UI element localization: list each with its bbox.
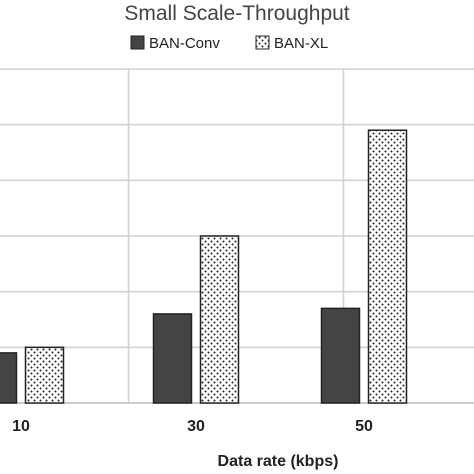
chart-title: Small Scale-Throughput xyxy=(124,2,349,25)
bar-ban-xl-50 xyxy=(367,129,408,404)
legend: BAN-Conv BAN-XL xyxy=(130,35,328,52)
x-axis-label: Data rate (kbps) xyxy=(218,453,339,470)
x-tick-labels: 10 30 50 xyxy=(12,418,373,435)
bar-ban-conv-10 xyxy=(0,352,18,404)
x-tick-label: 10 xyxy=(12,418,30,435)
legend-swatch-ban-xl xyxy=(255,35,270,50)
bar-ban-xl-30 xyxy=(199,235,240,404)
bars xyxy=(0,129,408,404)
legend-label-ban-xl: BAN-XL xyxy=(274,35,328,52)
bar-ban-xl-10 xyxy=(24,346,65,404)
gridlines xyxy=(0,68,474,404)
bar-ban-conv-30 xyxy=(152,313,193,404)
x-tick-label: 30 xyxy=(187,418,205,435)
legend-swatch-ban-conv xyxy=(130,35,145,50)
legend-label-ban-conv: BAN-Conv xyxy=(149,35,220,52)
bar-ban-conv-50 xyxy=(320,307,361,404)
x-tick-label: 50 xyxy=(355,418,373,435)
